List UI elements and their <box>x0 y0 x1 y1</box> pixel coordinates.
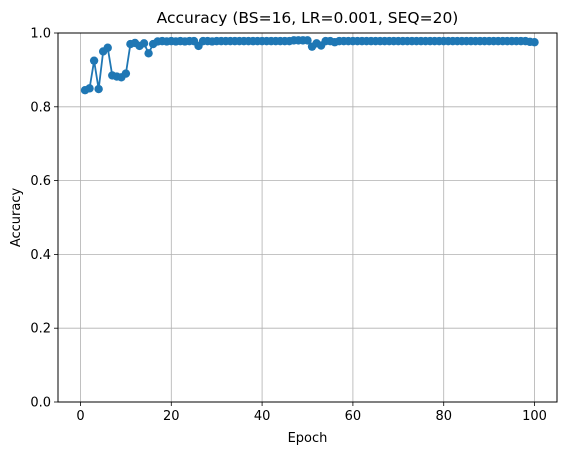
data-point <box>94 85 102 93</box>
x-tick-label: 60 <box>345 409 362 424</box>
x-tick-label: 40 <box>254 409 271 424</box>
data-point <box>104 44 112 52</box>
series-accuracy <box>81 36 539 94</box>
data-point <box>530 38 538 46</box>
data-point <box>122 69 130 77</box>
x-tick-label: 80 <box>435 409 452 424</box>
data-point <box>140 39 148 47</box>
y-tick-label: 0.6 <box>30 174 51 189</box>
data-point <box>144 49 152 57</box>
y-tick-label: 0.4 <box>30 248 51 263</box>
data-point <box>90 56 98 64</box>
chart-title: Accuracy (BS=16, LR=0.001, SEQ=20) <box>157 9 459 27</box>
x-tick-label: 20 <box>163 409 180 424</box>
x-tick-label: 100 <box>522 409 547 424</box>
y-tick-label: 1.0 <box>30 27 51 42</box>
axis-ticks: 0 20 40 60 80 100 0.0 0.2 0.4 0.6 0.8 1.0 <box>30 27 547 425</box>
data-point <box>85 84 93 92</box>
y-tick-label: 0.2 <box>30 322 51 337</box>
x-axis-title: Epoch <box>288 431 328 446</box>
grid <box>58 33 557 402</box>
x-tick-label: 0 <box>76 409 84 424</box>
y-tick-label: 0.0 <box>30 396 51 411</box>
plot-frame <box>58 33 557 402</box>
y-axis-title: Accuracy <box>9 188 24 248</box>
y-tick-label: 0.8 <box>30 100 51 115</box>
